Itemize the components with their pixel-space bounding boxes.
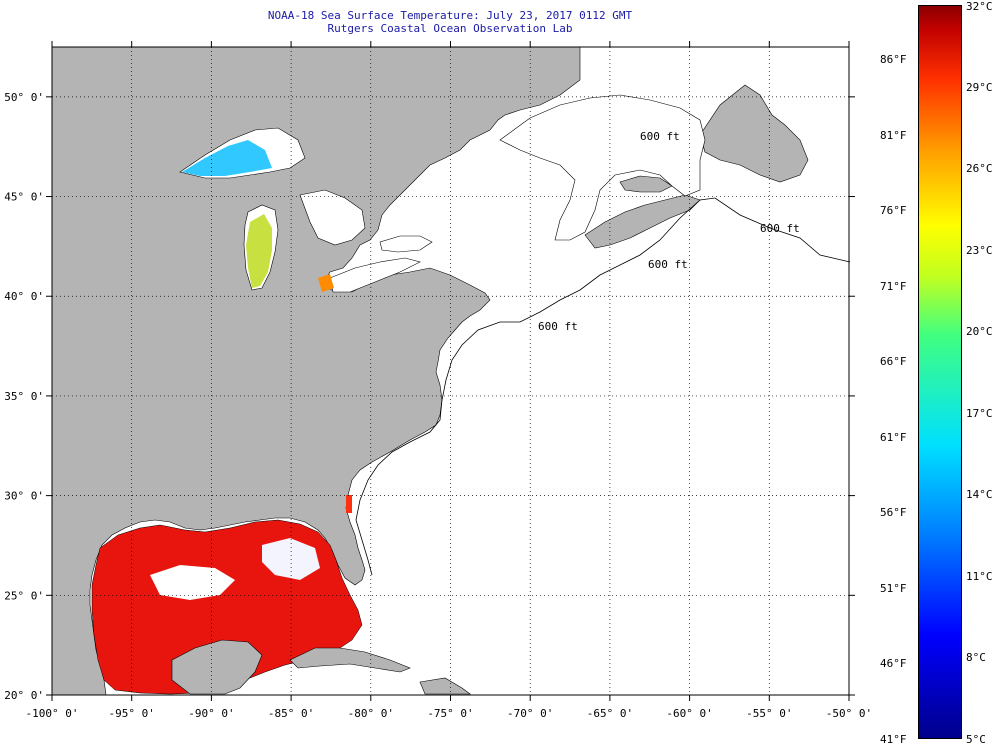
lon-label: -65° 0'	[587, 707, 633, 720]
colorbar-celsius-label: 11°C	[966, 569, 993, 583]
colorbar-celsius-label: 32°C	[966, 0, 993, 13]
colorbar-fahrenheit-label: 71°F	[880, 279, 907, 293]
lon-label: -80° 0'	[348, 707, 394, 720]
land-north-america	[51, 46, 581, 696]
lat-label: 25° 0'	[4, 589, 44, 602]
lon-label: -70° 0'	[507, 707, 553, 720]
depth-label: 600 ft	[538, 320, 578, 333]
colorbar-celsius-label: 8°C	[966, 651, 986, 665]
sst-gulf-clear-patch	[150, 565, 235, 600]
colorbar-fahrenheit-label: 66°F	[880, 355, 907, 369]
lon-label: -85° 0'	[268, 707, 314, 720]
map-grid	[52, 47, 849, 695]
map-ticks	[46, 41, 855, 701]
map-axis-labels: -100° 0' -95° 0' -90° 0' -85° 0' -80° 0' -75°…	[4, 91, 872, 720]
colorbar-fahrenheit-label: 56°F	[880, 506, 907, 520]
lake-erie	[329, 257, 421, 293]
lat-label: 30° 0'	[4, 490, 44, 503]
land-yucatan	[171, 639, 263, 695]
colorbar-celsius-label: 26°C	[966, 162, 993, 176]
land-cuba	[289, 647, 411, 673]
colorbar-fahrenheit-label: 46°F	[880, 657, 907, 671]
depth-label: 600 ft	[648, 258, 688, 271]
land-hispaniola	[419, 677, 471, 695]
colorbar-fahrenheit-label: 81°F	[880, 128, 907, 142]
lon-label: -100° 0'	[26, 707, 79, 720]
lon-label: -90° 0'	[188, 707, 234, 720]
sst-lake-erie-west	[318, 274, 334, 292]
colorbar-fahrenheit-label: 86°F	[880, 53, 907, 67]
sst-lake-superior	[182, 140, 272, 176]
land-pei	[619, 175, 673, 193]
gulf-st-lawrence	[499, 94, 706, 241]
colorbar-fahrenheit-label: 41°F	[880, 733, 907, 746]
lat-label: 40° 0'	[4, 290, 44, 303]
lat-label: 35° 0'	[4, 390, 44, 403]
lon-label: -50° 0'	[826, 707, 872, 720]
sst-colorbar	[918, 5, 962, 739]
colorbar-celsius-label: 5°C	[966, 733, 986, 746]
colorbar-celsius-label: 20°C	[966, 325, 993, 339]
lon-label: -55° 0'	[746, 707, 792, 720]
lake-ontario	[379, 235, 433, 253]
map-title: NOAA-18 Sea Surface Temperature: July 23…	[267, 9, 633, 22]
colorbar-celsius-label: 14°C	[966, 488, 993, 502]
map-subtitle: Rutgers Coastal Ocean Observation Lab	[327, 22, 573, 35]
lake-huron	[299, 189, 366, 246]
sst-lake-michigan	[246, 214, 272, 288]
lon-label: -75° 0'	[427, 707, 473, 720]
colorbar-celsius-label: 23°C	[966, 243, 993, 257]
sst-florida-strip	[346, 495, 352, 513]
land-newfoundland	[699, 84, 809, 183]
lon-label: -95° 0'	[109, 707, 155, 720]
colorbar-fahrenheit-label: 51°F	[880, 581, 907, 595]
colorbar-fahrenheit-label: 61°F	[880, 430, 907, 444]
colorbar-celsius-label: 17°C	[966, 406, 993, 420]
lon-label: -60° 0'	[666, 707, 712, 720]
lat-label: 45° 0'	[4, 191, 44, 204]
colorbar-fahrenheit-label: 76°F	[880, 204, 907, 218]
depth-label: 600 ft	[760, 222, 800, 235]
shelf-contour	[355, 197, 851, 576]
lat-label: 50° 0'	[4, 91, 44, 104]
depth-label: 600 ft	[640, 130, 680, 143]
lat-label: 20° 0'	[4, 689, 44, 702]
colorbar-celsius-label: 29°C	[966, 80, 993, 94]
